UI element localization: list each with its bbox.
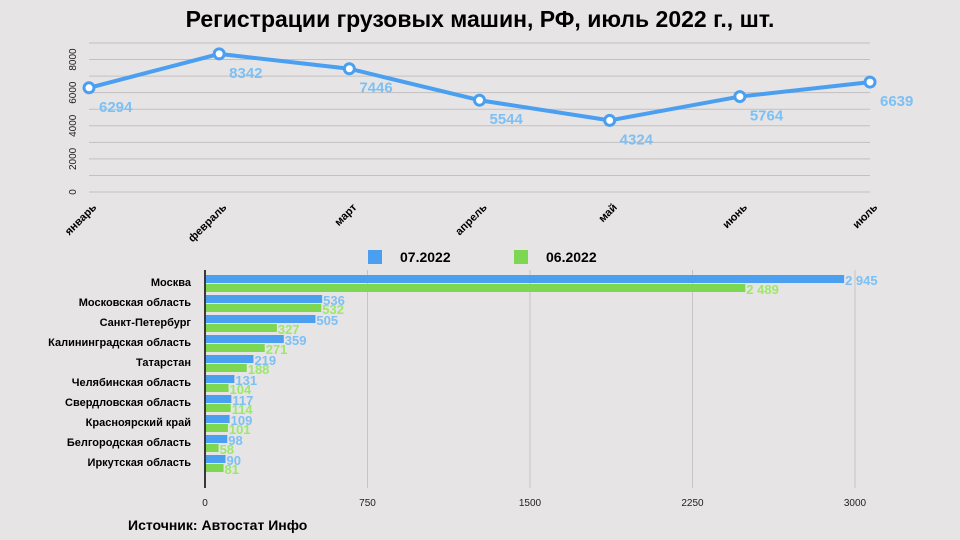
bar (206, 295, 323, 303)
bar (206, 344, 265, 352)
bar (206, 464, 224, 472)
bar-value-label: 98 (228, 433, 242, 448)
x-tick-label: 1500 (519, 498, 542, 509)
bar-value-label: 359 (285, 333, 307, 348)
x-tick-label: 750 (359, 498, 376, 509)
category-label: Красноярский край (86, 417, 191, 429)
bar-value-label: 536 (323, 293, 345, 308)
category-label: Челябинская область (72, 377, 192, 389)
bar-value-label: 2 945 (845, 273, 878, 288)
y-tick-label: 0 (68, 189, 79, 195)
bar-value-label: 101 (229, 422, 251, 437)
data-label: 7446 (359, 80, 392, 97)
y-tick-label: 2000 (68, 147, 79, 170)
bar (206, 335, 284, 343)
bar (206, 315, 316, 323)
chart-title: Регистрации грузовых машин, РФ, июль 202… (185, 6, 775, 32)
bar-value-label: 90 (227, 453, 241, 468)
data-label: 4324 (620, 131, 654, 148)
legend-label: 06.2022 (546, 249, 597, 265)
bar (206, 384, 229, 392)
data-point (473, 93, 486, 107)
legend-item-06: 06.2022 (514, 249, 597, 265)
legend-label: 07.2022 (400, 249, 451, 265)
bar (206, 284, 746, 292)
x-tick-label: февраль (186, 201, 229, 244)
bar-value-label: 532 (322, 302, 344, 317)
bar-value-label: 219 (254, 353, 276, 368)
data-label: 8342 (229, 65, 262, 82)
x-tick-label: апрель (453, 201, 489, 237)
bar (206, 355, 254, 363)
bar (206, 404, 231, 412)
legend-swatch (368, 250, 382, 264)
category-label: Иркутская область (88, 457, 192, 469)
y-tick-label: 4000 (68, 114, 79, 137)
legend-swatch (514, 250, 528, 264)
category-label: Белгородская область (67, 437, 191, 449)
bar (206, 324, 277, 332)
x-tick-label: 3000 (844, 498, 867, 509)
bar (206, 455, 226, 463)
x-tick-label: июль (851, 201, 881, 231)
data-label: 6639 (880, 93, 913, 110)
y-tick-label: 6000 (68, 81, 79, 104)
bar (206, 364, 247, 372)
data-point (603, 113, 617, 127)
bar (206, 395, 232, 403)
bar (206, 304, 322, 312)
bar (206, 275, 845, 283)
bar-value-label: 131 (235, 373, 257, 388)
x-tick-label: январь (63, 201, 99, 237)
source-note: Источник: Автостат Инфо (128, 517, 308, 533)
data-label: 5544 (490, 111, 524, 128)
category-label: Калининградская область (48, 337, 191, 349)
bar-value-label: 117 (232, 393, 253, 408)
data-point (82, 81, 96, 95)
category-label: Московская область (79, 297, 191, 309)
category-label: Свердловская область (65, 397, 191, 409)
legend-item-07: 07.2022 (368, 249, 451, 265)
bar-value-label: 2 489 (746, 282, 779, 297)
bar (206, 375, 235, 383)
x-tick-label: март (333, 201, 360, 228)
bar (206, 415, 230, 423)
bar (206, 424, 228, 432)
x-tick-label: 0 (202, 498, 208, 509)
bar-value-label: 114 (232, 402, 254, 417)
bar-value-label: 58 (220, 442, 234, 457)
x-tick-label: июнь (721, 201, 751, 231)
category-label: Татарстан (136, 357, 191, 369)
bar (206, 435, 228, 443)
bar-value-label: 104 (230, 382, 252, 397)
category-label: Санкт-Петербург (100, 317, 192, 329)
data-point (733, 90, 747, 104)
data-point (342, 62, 356, 76)
bar-value-label: 188 (248, 362, 270, 377)
data-point (212, 47, 226, 61)
data-label: 5764 (750, 108, 784, 125)
x-tick-label: май (597, 202, 620, 225)
category-label: Москва (151, 277, 192, 289)
x-tick-label: 2250 (681, 498, 704, 509)
bar (206, 444, 219, 452)
data-label: 6294 (99, 99, 133, 116)
bar-value-label: 109 (231, 413, 253, 428)
bar-value-label: 271 (266, 342, 288, 357)
bar-value-label: 505 (316, 313, 338, 328)
bar-value-label: 327 (278, 322, 300, 337)
data-point (863, 75, 877, 89)
y-tick-label: 8000 (68, 48, 79, 71)
bar-value-label: 81 (225, 462, 239, 477)
